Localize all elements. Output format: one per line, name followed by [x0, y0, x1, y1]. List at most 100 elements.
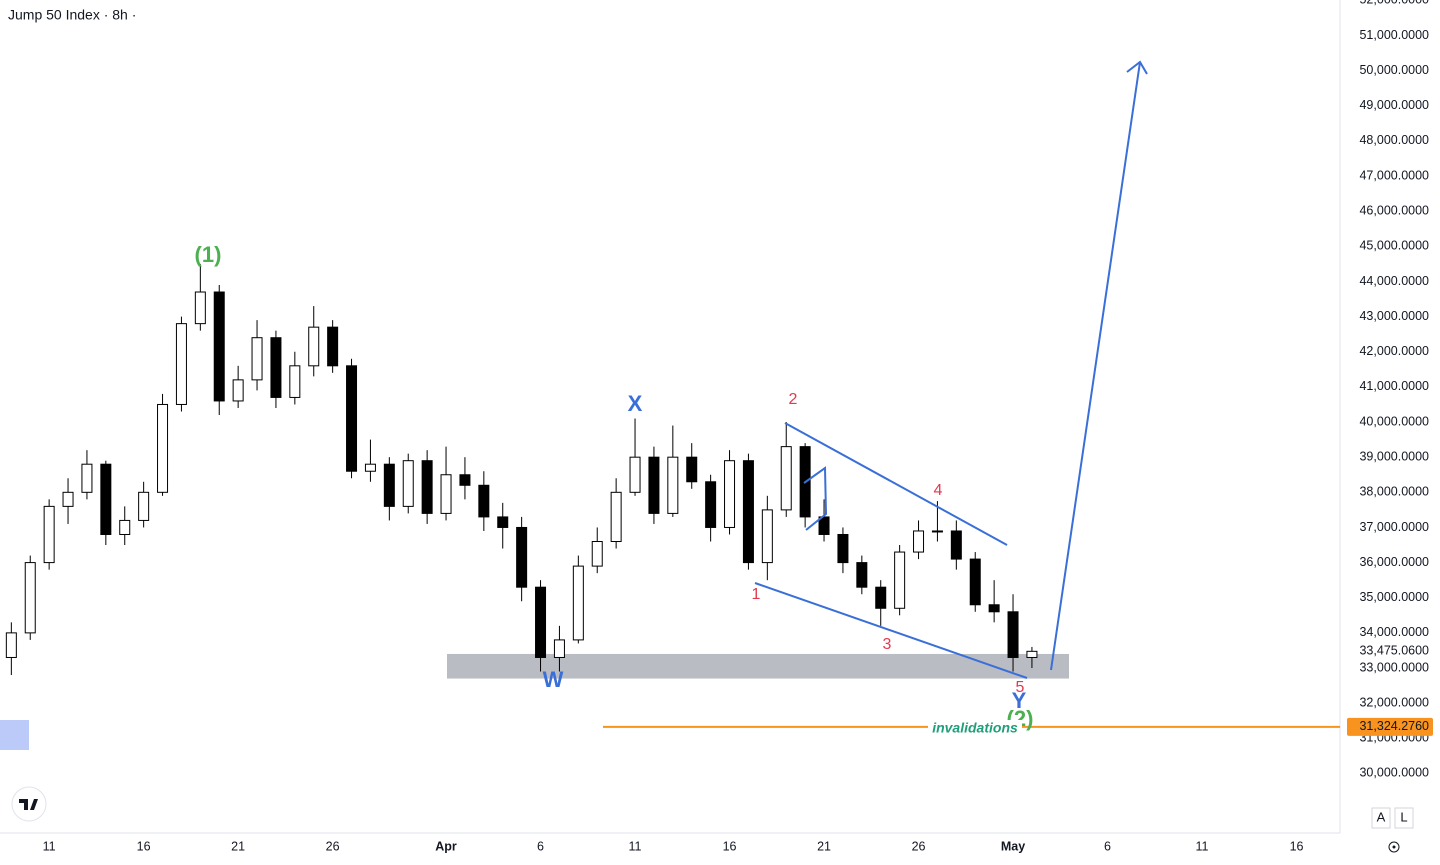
y-tick-label: 41,000.0000 — [1359, 379, 1429, 393]
tradingview-logo[interactable] — [11, 786, 47, 822]
candle-body — [497, 516, 509, 528]
candle-body — [913, 530, 925, 553]
candle-body — [81, 463, 93, 493]
candle-body — [875, 586, 887, 609]
candle-body — [818, 516, 830, 535]
y-tick-label: 32,000.0000 — [1359, 695, 1429, 709]
last-price-label: 33,475.0600 — [1359, 644, 1429, 658]
candle-body — [213, 291, 225, 402]
candle-body — [346, 365, 358, 472]
candle-body — [24, 562, 36, 634]
candle-body — [591, 541, 603, 567]
candle-body — [761, 509, 773, 564]
x-tick-label: 16 — [723, 839, 737, 853]
candle-body — [1026, 650, 1038, 658]
candle-body — [988, 604, 1000, 613]
selection-box — [0, 720, 29, 750]
candle-body — [724, 460, 736, 528]
x-tick-label: 26 — [912, 839, 926, 853]
x-tick-label: 26 — [326, 839, 340, 853]
candle-body — [194, 291, 206, 325]
y-tick-label: 52,000.0000 — [1359, 0, 1429, 7]
wave-label: 2 — [789, 391, 798, 408]
candle-body — [535, 586, 547, 658]
small-channel — [803, 466, 828, 531]
svg-text:A: A — [1377, 809, 1386, 824]
wave-label: W — [543, 667, 564, 692]
y-tick-label: 35,000.0000 — [1359, 590, 1429, 604]
candle-body — [62, 491, 74, 507]
candle-body — [157, 403, 169, 493]
auto-scale-button[interactable]: A — [1371, 807, 1391, 829]
lower-trendline — [754, 582, 1028, 679]
candle-body — [516, 526, 528, 588]
x-tick-label: 16 — [137, 839, 151, 853]
candle-body — [138, 491, 150, 521]
y-tick-label: 37,000.0000 — [1359, 520, 1429, 534]
candle-body — [308, 326, 320, 367]
candle-body — [894, 551, 906, 609]
candle-body — [364, 463, 376, 472]
candle-body — [270, 337, 282, 398]
y-tick-label: 51,000.0000 — [1359, 28, 1429, 42]
candle-body — [421, 460, 433, 514]
x-tick-label: Apr — [435, 839, 457, 853]
y-tick-label: 49,000.0000 — [1359, 98, 1429, 112]
y-tick-label: 46,000.0000 — [1359, 203, 1429, 217]
support-zone — [447, 653, 1069, 679]
svg-text:L: L — [1400, 809, 1407, 824]
log-scale-button[interactable]: L — [1394, 807, 1414, 829]
candle-body — [742, 460, 754, 564]
candle-body — [950, 530, 962, 560]
candle-body — [402, 460, 414, 507]
wave-drawings — [754, 60, 1148, 679]
wave-label: (1) — [195, 242, 222, 267]
y-tick-label: 36,000.0000 — [1359, 555, 1429, 569]
candle-body — [648, 456, 660, 514]
candle-body — [837, 533, 849, 564]
y-tick-label: 45,000.0000 — [1359, 239, 1429, 253]
candle-body — [175, 323, 187, 405]
candle-body — [459, 474, 471, 486]
candle-body — [667, 456, 679, 514]
candle-body — [610, 491, 622, 543]
candle-body — [856, 562, 868, 588]
y-tick-label: 43,000.0000 — [1359, 309, 1429, 323]
y-tick-label: 47,000.0000 — [1359, 168, 1429, 182]
candle-body — [383, 463, 395, 507]
candle-body — [969, 558, 981, 606]
x-tick-label: May — [1001, 839, 1025, 853]
chart-title: Jump 50 Index · 8h · — [8, 7, 136, 23]
candle-body — [5, 632, 17, 658]
x-tick-label: 21 — [231, 839, 245, 853]
candle-body — [1007, 611, 1019, 658]
candle-body — [232, 379, 244, 402]
y-tick-label: 48,000.0000 — [1359, 133, 1429, 147]
wave-label: 5 — [1016, 679, 1025, 696]
candle-body — [629, 456, 641, 493]
candle-body — [119, 519, 131, 535]
y-tick-label: 34,000.0000 — [1359, 625, 1429, 639]
candle-body — [931, 530, 943, 533]
candle-body — [100, 463, 112, 535]
x-tick-label: 11 — [1196, 839, 1209, 853]
invalidation-price-box — [1347, 717, 1433, 736]
annotation-bg — [928, 720, 1022, 738]
candle-body — [705, 481, 717, 528]
upper-trendline — [784, 422, 1008, 546]
y-tick-label: 44,000.0000 — [1359, 274, 1429, 288]
wave-label: 3 — [883, 636, 892, 653]
y-tick-label: 38,000.0000 — [1359, 485, 1429, 499]
candle-body — [440, 474, 452, 514]
settings-button[interactable] — [1388, 841, 1400, 853]
invalidation-price-label: 31,324.2760 — [1359, 719, 1429, 733]
x-tick-label: 11 — [629, 839, 642, 853]
candle-body — [43, 505, 55, 564]
candle-body — [553, 639, 565, 658]
y-tick-label: 40,000.0000 — [1359, 414, 1429, 428]
candle-body — [780, 446, 792, 511]
wave-label: X — [628, 391, 643, 416]
candle-body — [478, 484, 490, 518]
x-tick-label: 11 — [43, 839, 56, 853]
